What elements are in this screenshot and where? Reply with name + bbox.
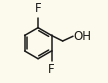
Text: F: F — [48, 63, 55, 76]
Text: F: F — [35, 2, 41, 15]
Text: OH: OH — [74, 30, 92, 43]
